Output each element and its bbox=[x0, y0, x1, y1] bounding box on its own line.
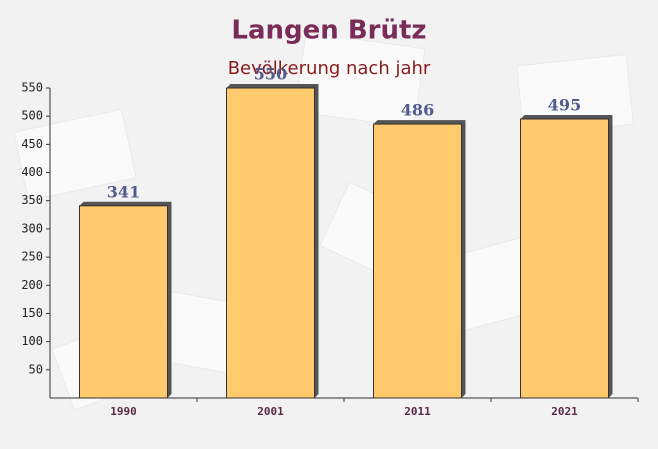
x-tick-label: 2021 bbox=[551, 405, 578, 418]
y-tick-label: 150 bbox=[21, 306, 43, 320]
value-label: 486 bbox=[401, 101, 434, 120]
y-tick-label: 50 bbox=[29, 362, 43, 376]
value-label: 550 bbox=[254, 65, 287, 84]
value-label: 341 bbox=[107, 182, 140, 201]
chart-title: Langen Brütz bbox=[231, 16, 426, 46]
bar bbox=[373, 123, 462, 399]
bar bbox=[520, 118, 609, 399]
x-tick-label: 2001 bbox=[257, 405, 284, 418]
y-tick-label: 250 bbox=[21, 250, 43, 264]
x-tick-label: 1990 bbox=[110, 405, 137, 418]
y-tick-label: 200 bbox=[21, 278, 43, 292]
value-label: 495 bbox=[548, 96, 581, 115]
y-tick-label: 550 bbox=[21, 81, 43, 95]
bar bbox=[79, 205, 168, 399]
y-tick-label: 350 bbox=[21, 193, 43, 207]
y-tick-label: 450 bbox=[21, 137, 43, 151]
y-tick-label: 100 bbox=[21, 334, 43, 348]
y-tick-label: 300 bbox=[21, 221, 43, 235]
y-tick-label: 400 bbox=[21, 165, 43, 179]
bar bbox=[226, 87, 315, 399]
x-tick-label: 2011 bbox=[404, 405, 431, 418]
chart-subtitle: Bevölkerung nach jahr bbox=[228, 58, 431, 79]
y-tick-label: 500 bbox=[21, 109, 43, 123]
